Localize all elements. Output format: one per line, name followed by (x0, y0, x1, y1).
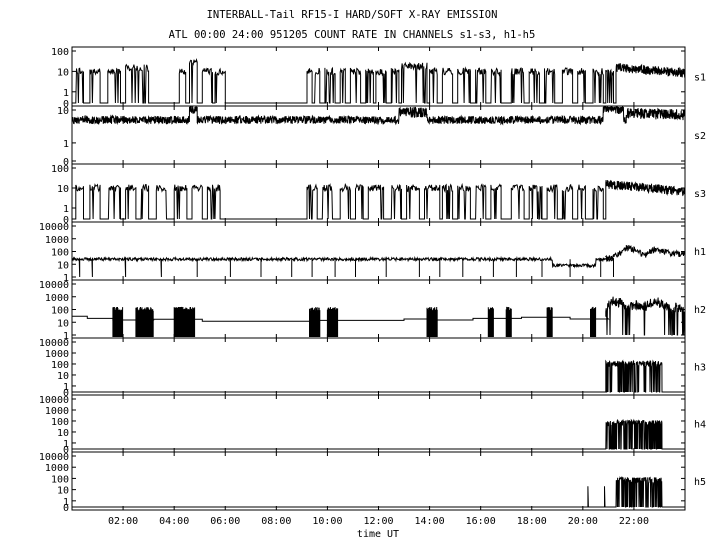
x-tick-label-2000: 20:00 (568, 516, 598, 527)
burst-group-h2 (546, 307, 553, 337)
x-tick-label-0200: 02:00 (108, 516, 138, 527)
burst-group-h2 (309, 307, 321, 337)
y-tick-label-h4-1000: 1000 (45, 406, 69, 417)
x-axis-label: time UT (357, 529, 399, 540)
y-tick-label-h1-100: 100 (51, 248, 69, 259)
y-tick-label-h3-1000: 1000 (45, 349, 69, 360)
x-tick-label-1200: 12:00 (363, 516, 393, 527)
trace-s3 (72, 179, 686, 220)
y-tick-label-h1-10: 10 (57, 260, 69, 271)
y-tick-label-h3-100: 100 (51, 360, 69, 371)
burst-group-h2 (135, 307, 154, 337)
burst-groups-h2 (112, 306, 597, 337)
channel-label-s1: s1 (694, 73, 706, 84)
y-tick-label-h5-10000: 10000 (39, 452, 69, 463)
y-tick-label-h4-10: 10 (57, 428, 69, 439)
y-tick-label-h3-10000: 10000 (39, 338, 69, 349)
y-tick-label-h3-1: 1 (63, 382, 69, 393)
y-tick-label-h1-10000: 10000 (39, 222, 69, 233)
panel-s1: 100 10 10 s1 (51, 46, 706, 110)
channel-label-s2: s2 (694, 131, 706, 142)
y-tick-label-h5-10: 10 (57, 486, 69, 497)
x-tick-label-1800: 18:00 (517, 516, 547, 527)
trace-h4 (72, 418, 685, 450)
x-tick-label-0800: 08:00 (261, 516, 291, 527)
y-tick-label-s1-10: 10 (57, 67, 69, 78)
trace-h1 (71, 245, 686, 278)
burst-group-h2 (505, 306, 512, 337)
trace-h2 (72, 296, 686, 336)
y-tick-label-h4-10000: 10000 (39, 395, 69, 406)
y-tick-label-s2-0: 0 (63, 157, 69, 168)
panel-frame-h4 (71, 394, 686, 453)
burst-group-h2 (487, 307, 494, 337)
y-tick-label-h5-0: 0 (63, 503, 69, 514)
panel-frame-h5 (71, 451, 686, 511)
y-tick-label-s1-0: 0 (63, 99, 69, 110)
burst-group-h2 (590, 306, 597, 337)
burst-group-h2 (326, 307, 339, 337)
x-tick-label-2200: 22:00 (619, 516, 649, 527)
y-tick-label-h4-100: 100 (51, 417, 69, 428)
y-tick-label-h2-10: 10 (57, 318, 69, 329)
panel-frame-h1 (71, 221, 686, 281)
burst-group-h2 (112, 307, 124, 337)
x-tick-label-1600: 16:00 (466, 516, 496, 527)
x-tick-label-0600: 06:00 (210, 516, 240, 527)
y-tick-label-s2-10: 10 (57, 106, 69, 117)
y-tick-label-h3-10: 10 (57, 371, 69, 382)
y-tick-label-h2-1: 1 (63, 331, 69, 342)
y-tick-label-s1-1: 1 (63, 88, 69, 99)
x-tick-label-0400: 04:00 (159, 516, 189, 527)
y-tick-label-s1-100: 100 (51, 47, 69, 58)
panels-group: 1001010s11010s21001010s3100001000100101h… (39, 46, 706, 514)
chart-title: INTERBALL-Tail RF15-I HARD/SOFT X-RAY EM… (207, 9, 498, 21)
y-tick-label-s3-1: 1 (63, 204, 69, 215)
y-tick-label-s3-0: 0 (63, 215, 69, 226)
y-tick-label-s3-10: 10 (57, 184, 69, 195)
trace-s1 (72, 58, 686, 104)
panel-s3: 100 10 10 s3 (51, 163, 706, 226)
channel-label-h3: h3 (694, 363, 706, 374)
y-tick-label-h1-1: 1 (63, 273, 69, 284)
trace-s2 (71, 105, 686, 126)
y-tick-label-h5-100: 100 (51, 474, 69, 485)
trace-h5 (72, 475, 685, 508)
panel-frame-h3 (71, 337, 686, 396)
chart-subtitle: ATL 00:00 24:00 951205 COUNT RATE IN CHA… (169, 29, 536, 41)
y-tick-label-h2-1000: 1000 (45, 293, 69, 304)
y-tick-label-s2-1: 1 (63, 139, 69, 150)
channel-label-h1: h1 (694, 247, 706, 258)
burst-group-h2 (426, 307, 438, 337)
trace-h3 (72, 359, 685, 393)
y-tick-label-h5-1000: 1000 (45, 463, 69, 474)
burst-group-h2 (173, 306, 196, 337)
y-tick-label-h2-100: 100 (51, 306, 69, 317)
y-tick-label-h1-1000: 1000 (45, 235, 69, 246)
channel-label-h5: h5 (694, 477, 706, 488)
x-axis: 02:00 04:00 06:00 08:00 10:00 12:00 14:00 16:00… (108, 516, 649, 527)
y-tick-label-s3-100: 100 (51, 164, 69, 175)
panel-frame-s2 (71, 105, 686, 165)
y-tick-label-h4-0: 0 (63, 445, 69, 456)
channel-label-h2: h2 (694, 305, 706, 316)
y-tick-label-h3-0: 0 (63, 388, 69, 399)
channel-label-h4: h4 (694, 420, 706, 431)
y-tick-label-h2-10000: 10000 (39, 280, 69, 291)
y-tick-label-h5-1: 1 (63, 497, 69, 508)
y-tick-label-h4-1: 1 (63, 439, 69, 450)
x-tick-label-1400: 14:00 (415, 516, 445, 527)
x-tick-label-1000: 10:00 (312, 516, 342, 527)
channel-label-s3: s3 (694, 189, 706, 200)
